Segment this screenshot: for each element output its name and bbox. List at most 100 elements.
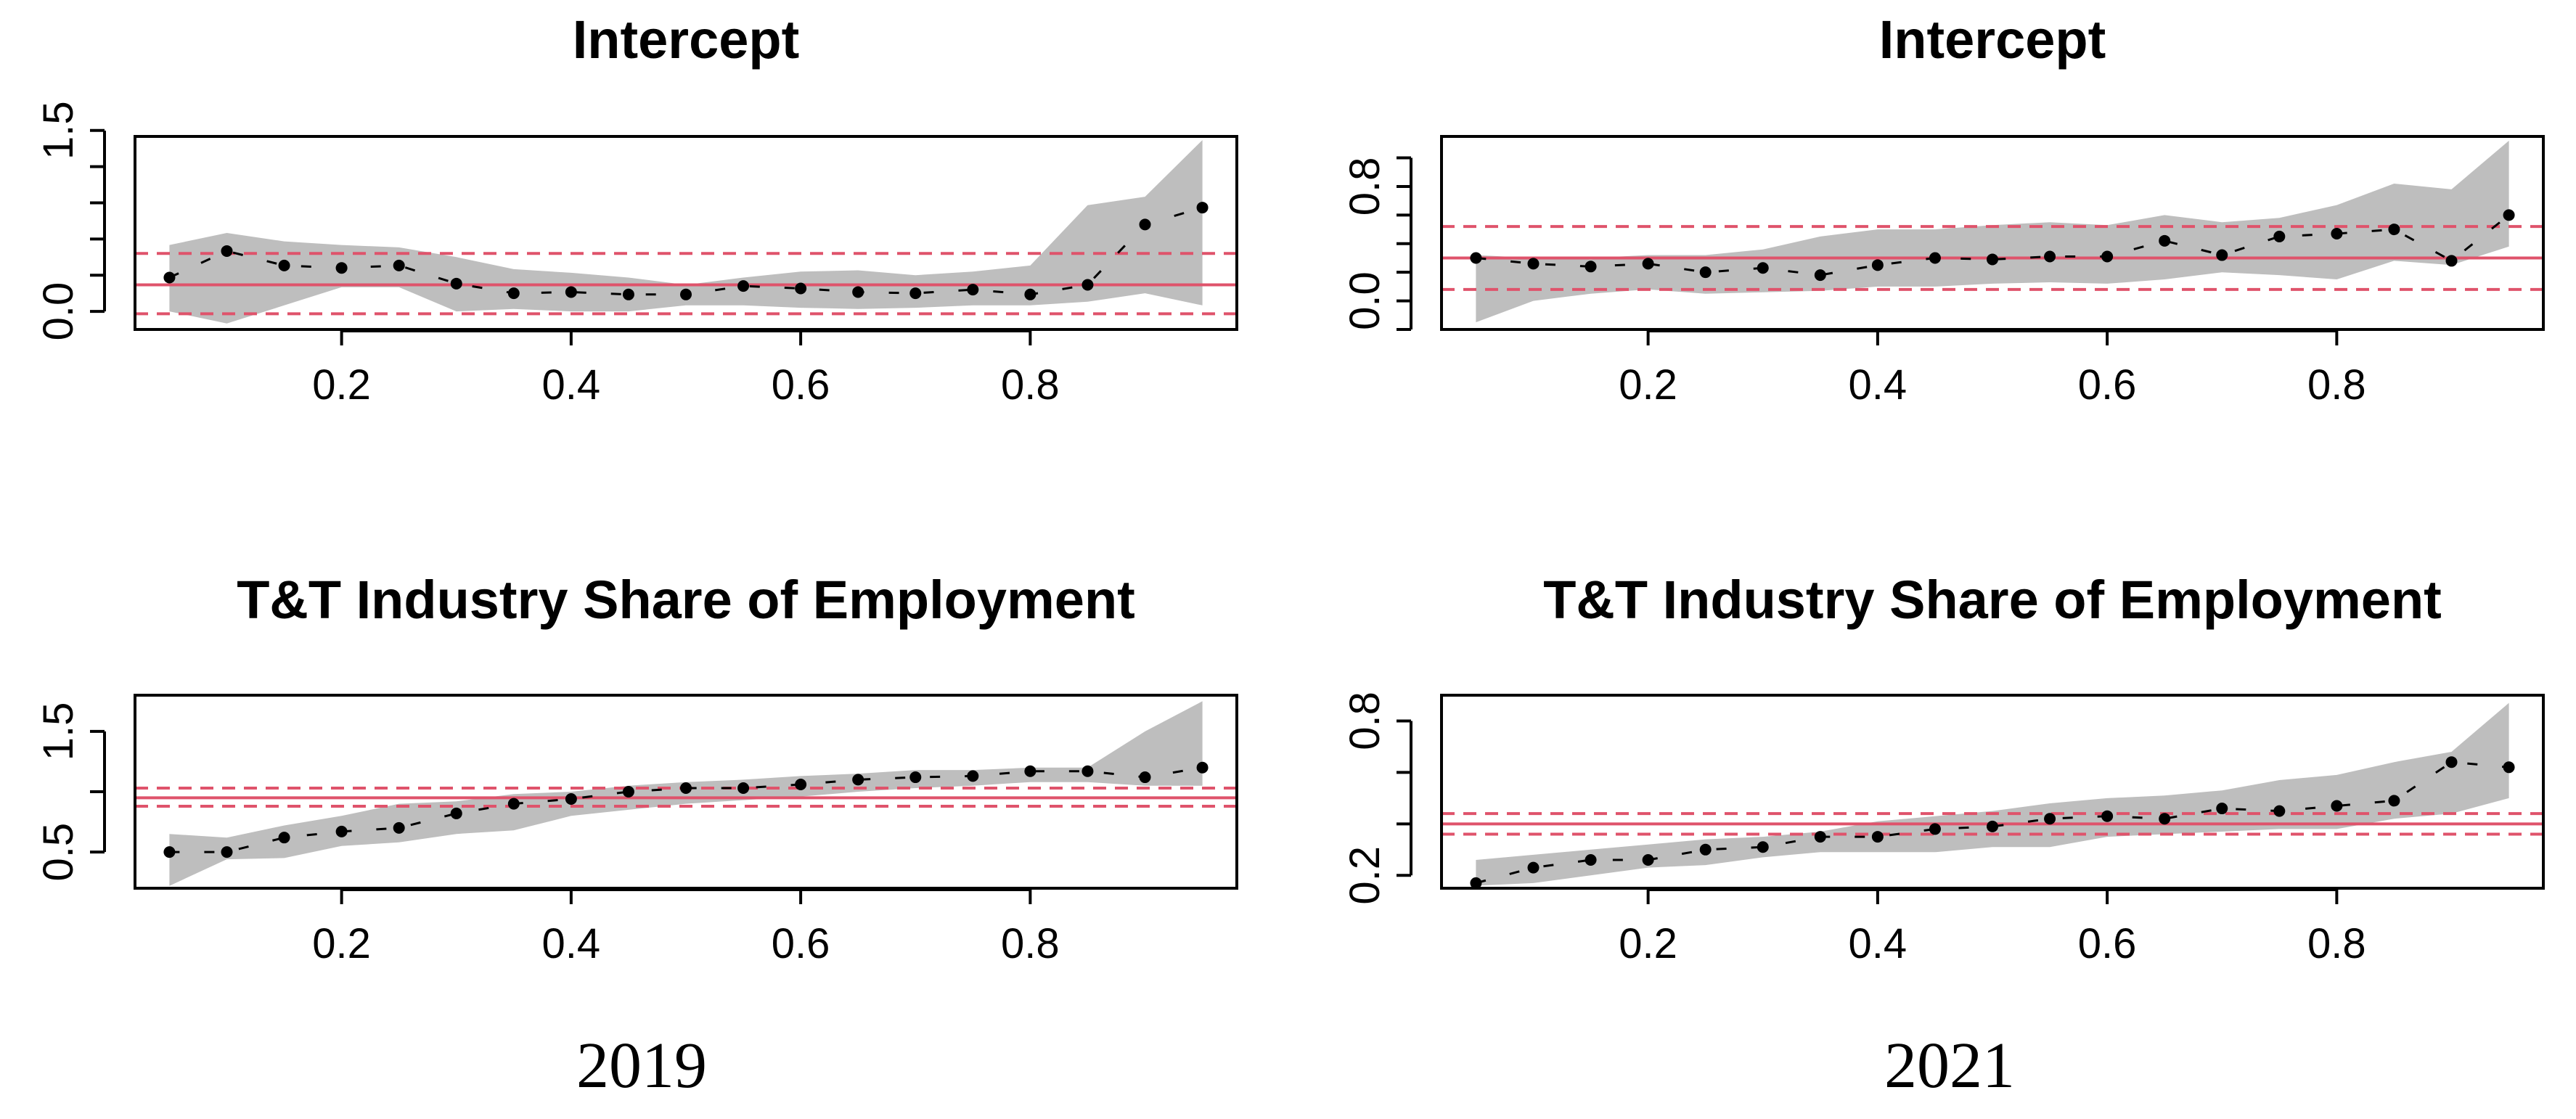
- quantile-estimate-point: [1871, 831, 1884, 843]
- panel-title: Intercept: [573, 9, 800, 70]
- panel-share-2019: T&T Industry Share of Employment 0.2 0.4 0.…: [35, 570, 1238, 967]
- y-tick-label: 0.5: [35, 823, 82, 882]
- y-tick-label: 1.5: [35, 101, 82, 160]
- x-tick-label: 0.8: [1001, 361, 1060, 409]
- x-tick-label: 0.2: [1619, 361, 1677, 409]
- quantile-estimate-point: [1196, 761, 1209, 774]
- quantile-estimate-point: [1814, 831, 1826, 843]
- quantile-estimate-point: [1585, 853, 1597, 866]
- x-tick-label: 0.2: [312, 361, 371, 409]
- panel-title: Intercept: [1879, 9, 2106, 70]
- x-tick-label: 0.8: [2307, 361, 2366, 409]
- quantile-estimate-point: [278, 832, 290, 844]
- quantile-estimate-point: [1081, 279, 1094, 291]
- quantile-estimate-point: [2159, 813, 2171, 825]
- quantile-estimate-point: [2101, 810, 2114, 822]
- quantile-estimate-point: [2159, 234, 2171, 247]
- quantile-estimate-point: [2388, 224, 2400, 236]
- quantile-estimate-point: [2331, 227, 2343, 239]
- y-tick-label: 1.5: [35, 702, 82, 761]
- x-tick-label: 0.6: [772, 920, 830, 967]
- quantile-estimate-point: [852, 774, 864, 786]
- panel-intercept-2021: Intercept 0.2 0.4 0.6 0.8 0.0 0.8: [1341, 9, 2545, 409]
- quantile-estimate-point: [2445, 255, 2458, 267]
- quantile-estimate-point: [1527, 861, 1540, 874]
- quantile-estimate-point: [163, 846, 176, 858]
- quantile-estimate-point: [795, 282, 807, 295]
- quantile-estimate-point: [2503, 761, 2515, 774]
- quantile-estimate-point: [1139, 771, 1151, 784]
- quantile-estimate-point: [1699, 266, 1712, 279]
- quantile-estimate-point: [2216, 249, 2228, 261]
- quantile-estimate-point: [1139, 218, 1151, 231]
- quantile-estimate-point: [795, 779, 807, 791]
- x-tick-label: 0.4: [542, 920, 601, 967]
- quantile-estimate-point: [622, 288, 634, 300]
- x-tick-label: 0.8: [1001, 920, 1060, 967]
- panel-share-2021: T&T Industry Share of Employment 0.2 0.4 0.…: [1341, 570, 2545, 967]
- x-tick-label: 0.2: [312, 920, 371, 967]
- x-tick-label: 0.6: [772, 361, 830, 409]
- confidence-band: [1476, 702, 2509, 886]
- quantile-estimate-point: [507, 798, 520, 810]
- quantile-estimate-point: [565, 286, 577, 298]
- quantile-estimate-point: [1024, 765, 1036, 777]
- quantile-estimate-point: [2331, 800, 2343, 812]
- quantile-estimate-point: [1024, 288, 1036, 300]
- quantile-estimate-point: [335, 825, 348, 837]
- quantile-estimate-point: [737, 782, 750, 795]
- caption-2019: 2019: [576, 1030, 707, 1102]
- quantile-estimate-point: [1527, 258, 1540, 270]
- quantile-estimate-point: [221, 245, 233, 257]
- confidence-band: [1476, 140, 2509, 323]
- x-tick-label: 0.4: [1849, 920, 1908, 967]
- panel-intercept-2019: Intercept 0.2 0.4 0.6 0.8 0.0 1.5: [35, 9, 1238, 409]
- quantile-estimate-point: [909, 771, 922, 784]
- x-tick-label: 0.8: [2307, 920, 2366, 967]
- quantile-estimate-point: [2216, 803, 2228, 815]
- x-tick-label: 0.6: [2078, 920, 2137, 967]
- quantile-estimate-point: [680, 782, 692, 795]
- quantile-estimate-point: [450, 807, 462, 819]
- quantile-estimate-point: [2503, 209, 2515, 221]
- quantile-estimate-point: [565, 792, 577, 805]
- quantile-estimate-point: [163, 271, 176, 284]
- y-tick-label: 0.2: [1341, 846, 1389, 905]
- quantile-estimate-point: [393, 821, 405, 834]
- y-tick-label: 0.8: [1341, 692, 1389, 750]
- quantile-estimate-point: [2273, 805, 2286, 817]
- quantile-estimate-point: [507, 287, 520, 300]
- quantile-estimate-point: [1196, 202, 1209, 214]
- quantile-estimate-point: [1081, 765, 1094, 777]
- quantile-estimate-point: [2388, 795, 2400, 807]
- quantile-estimate-point: [1642, 258, 1654, 270]
- quantile-estimate-point: [622, 786, 634, 798]
- panel-title: T&T Industry Share of Employment: [1543, 570, 2442, 630]
- quantile-estimate-point: [852, 286, 864, 298]
- panels: Intercept 0.2 0.4 0.6 0.8 0.0 1.5 Intercept 0.2 0…: [35, 9, 2545, 967]
- quantile-estimate-point: [1470, 877, 1482, 888]
- quantile-estimate-point: [393, 259, 405, 271]
- quantile-estimate-point: [1987, 253, 1998, 266]
- plot-area: [1442, 140, 2543, 323]
- quantile-estimate-point: [2445, 756, 2458, 768]
- x-tick-label: 0.6: [2078, 361, 2137, 409]
- quantile-estimate-point: [1929, 823, 1941, 835]
- quantile-estimate-point: [1585, 261, 1597, 273]
- quantile-estimate-point: [1642, 853, 1654, 866]
- quantile-estimate-point: [967, 770, 979, 782]
- plot-area: [1442, 702, 2543, 888]
- quantile-estimate-point: [2044, 813, 2056, 825]
- quantile-estimate-point: [221, 846, 233, 858]
- quantile-estimate-point: [278, 259, 290, 271]
- x-tick-label: 0.2: [1619, 920, 1677, 967]
- x-tick-label: 0.4: [1849, 361, 1908, 409]
- y-tick-label: 0.8: [1341, 157, 1389, 216]
- quantile-estimate-point: [450, 277, 462, 290]
- quantile-estimate-point: [2101, 250, 2114, 263]
- x-tick-label: 0.4: [542, 361, 601, 409]
- quantile-estimate-point: [1929, 252, 1941, 264]
- quantile-estimate-point: [1757, 841, 1769, 853]
